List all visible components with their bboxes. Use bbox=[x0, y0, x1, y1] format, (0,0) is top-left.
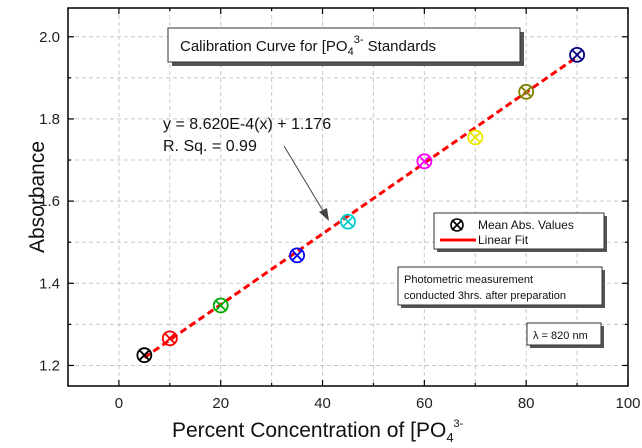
y-tick-label: 2.0 bbox=[39, 29, 60, 46]
chart-title-box: Calibration Curve for [PO43- Standards bbox=[167, 27, 524, 66]
wavelength-box: λ = 820 nm bbox=[526, 322, 604, 348]
x-tick-label: 20 bbox=[212, 395, 229, 412]
data-point bbox=[340, 213, 356, 230]
y-tick-label: 1.8 bbox=[39, 111, 60, 128]
note-line-1: Photometric measurement bbox=[404, 274, 533, 286]
annotation-arrow bbox=[283, 145, 329, 221]
y-tick-label: 1.6 bbox=[39, 193, 60, 210]
data-point bbox=[518, 83, 535, 100]
plot-frame bbox=[67, 7, 629, 387]
note-line-2: conducted 3hrs. after preparation bbox=[404, 290, 566, 302]
y-tick-label: 1.2 bbox=[39, 357, 60, 374]
r-squared-label: R. Sq. = 0.99 bbox=[163, 138, 257, 155]
data-point bbox=[212, 297, 229, 314]
data-point bbox=[416, 153, 433, 170]
x-axis-title: Percent Concentration of [PO43- bbox=[172, 418, 464, 445]
wavelength-label: λ = 820 nm bbox=[533, 330, 588, 342]
legend: Mean Abs. Values Linear Fit bbox=[433, 212, 607, 252]
y-tick-label: 1.4 bbox=[39, 275, 60, 292]
x-tick-label: 40 bbox=[314, 395, 331, 412]
x-tick-labels: 0 20 40 60 80 100 bbox=[115, 395, 641, 412]
data-point bbox=[569, 46, 585, 63]
data-point bbox=[289, 247, 305, 264]
x-tick-label: 100 bbox=[615, 395, 640, 412]
linear-fit-line bbox=[143, 55, 578, 359]
note-box: Photometric measurement conducted 3hrs. … bbox=[397, 266, 605, 308]
y-tick-labels: 1.2 1.4 1.6 1.8 2.0 bbox=[39, 29, 60, 375]
chart-title: Calibration Curve for [PO43- Standards bbox=[180, 34, 436, 58]
legend-marker-icon bbox=[450, 218, 464, 232]
data-point bbox=[136, 347, 153, 364]
x-tick-label: 80 bbox=[518, 395, 535, 412]
y-axis-title: Absorbance bbox=[26, 141, 49, 253]
data-point bbox=[467, 129, 484, 146]
axis-ticks bbox=[67, 8, 629, 386]
fit-equation: y = 8.620E-4(x) + 1.176 bbox=[163, 116, 331, 133]
legend-label-fit: Linear Fit bbox=[478, 233, 529, 247]
data-point bbox=[161, 330, 178, 347]
x-tick-label: 0 bbox=[115, 395, 123, 412]
data-markers bbox=[136, 46, 585, 364]
legend-label-mean: Mean Abs. Values bbox=[478, 218, 574, 232]
x-tick-label: 60 bbox=[416, 395, 433, 412]
